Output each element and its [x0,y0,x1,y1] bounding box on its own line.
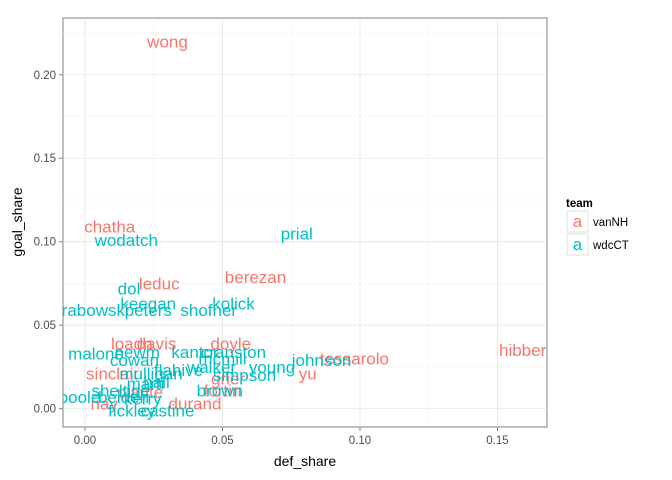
y-tick-label: 0.10 [34,237,56,249]
x-tick-label: 0.10 [349,435,371,447]
point-label-young: young [249,358,295,377]
point-label-peters: peters [125,301,172,320]
legend-key-box [566,233,589,256]
point-label-durand: durand [169,395,222,414]
y-tick-label: 0.00 [34,404,56,416]
legend-key-glyph: a [573,212,583,231]
x-axis-title: def_share [274,453,336,469]
legend-label-vanNH: vanNH [593,217,628,229]
point-label-fickley: fickley [108,401,156,420]
point-label-kantor: kantor [171,343,219,362]
point-label-simpson: simpson [213,366,276,385]
point-label-davis: davis [137,335,177,354]
point-label-prial: prial [281,224,313,243]
legend: team a vanNH a wdcCT [565,198,629,257]
point-label-walker: walker [186,358,236,377]
point-label-dol: dol [118,279,141,298]
plot-panel [62,17,548,428]
x-tick-label: 0.00 [74,435,96,447]
point-label-brown: brown [197,381,243,400]
point-label-hibbert: hibbert [499,341,551,360]
point-label-doyle: doyle [210,335,251,354]
point-label-leduc: leduc [139,274,180,293]
point-label-loadn: loadn [111,335,153,354]
x-tick-label: 0.05 [211,435,233,447]
point-label-keegan: keegan [120,294,176,313]
x-axis-ticks: 0.00 0.05 0.10 0.15 [74,427,509,447]
point-label-berezan: berezan [225,268,286,287]
point-label-newm: newm [115,343,160,362]
point-label-poole: poole [59,388,101,407]
point-label-yu: yu [299,365,317,384]
point-label-castine: castine [141,401,195,420]
y-tick-label: 0.15 [34,153,56,165]
y-tick-label: 0.20 [34,70,56,82]
legend-label-wdcCT: wdcCT [592,240,629,252]
point-label-wong: wong [146,32,188,51]
point-label-sheltine: sheltine [91,381,150,400]
point-label-johnson: johnson [291,351,352,370]
y-axis-ticks: 0.00 0.05 0.10 0.15 0.20 [34,70,63,416]
point-label-cranston: cranston [201,343,266,362]
point-label-grier: grier [211,370,245,389]
point-label-plante: plante [117,383,163,402]
point-label-hall: hall [143,373,169,392]
grid-major [63,18,547,427]
point-label-kerry: kerry [124,390,162,409]
y-axis-title: goal_share [9,187,25,256]
point-label-nay: nay [91,395,119,414]
point-label-mulligan: mulligan [119,365,182,384]
point-label-flahive: flahive [154,361,203,380]
point-label-malone: malone [68,345,124,364]
point-label-mcmill: mcmill [198,350,246,369]
point-label-cowan: cowan [110,351,159,370]
point-label-grabowski: grabowski [52,301,129,320]
point-label-fortin: fortin [204,381,242,400]
point-label-belden: belden [98,388,149,407]
point-label-shofner: shofner [180,301,237,320]
legend-key-box [566,210,589,233]
point-label-marti: marti [127,375,165,394]
point-label-tessarolo: tessarolo [320,350,389,369]
point-label-chatha: chatha [84,218,136,237]
point-label-sinclair: sinclair [86,365,139,384]
grid-minor [63,18,547,427]
legend-key-glyph: a [573,235,583,254]
point-label-kolick: kolick [212,294,255,313]
point-label-wodatch: wodatch [94,231,158,250]
y-tick-label: 0.05 [34,320,56,332]
x-tick-label: 0.15 [486,435,508,447]
legend-title: team [566,198,593,210]
